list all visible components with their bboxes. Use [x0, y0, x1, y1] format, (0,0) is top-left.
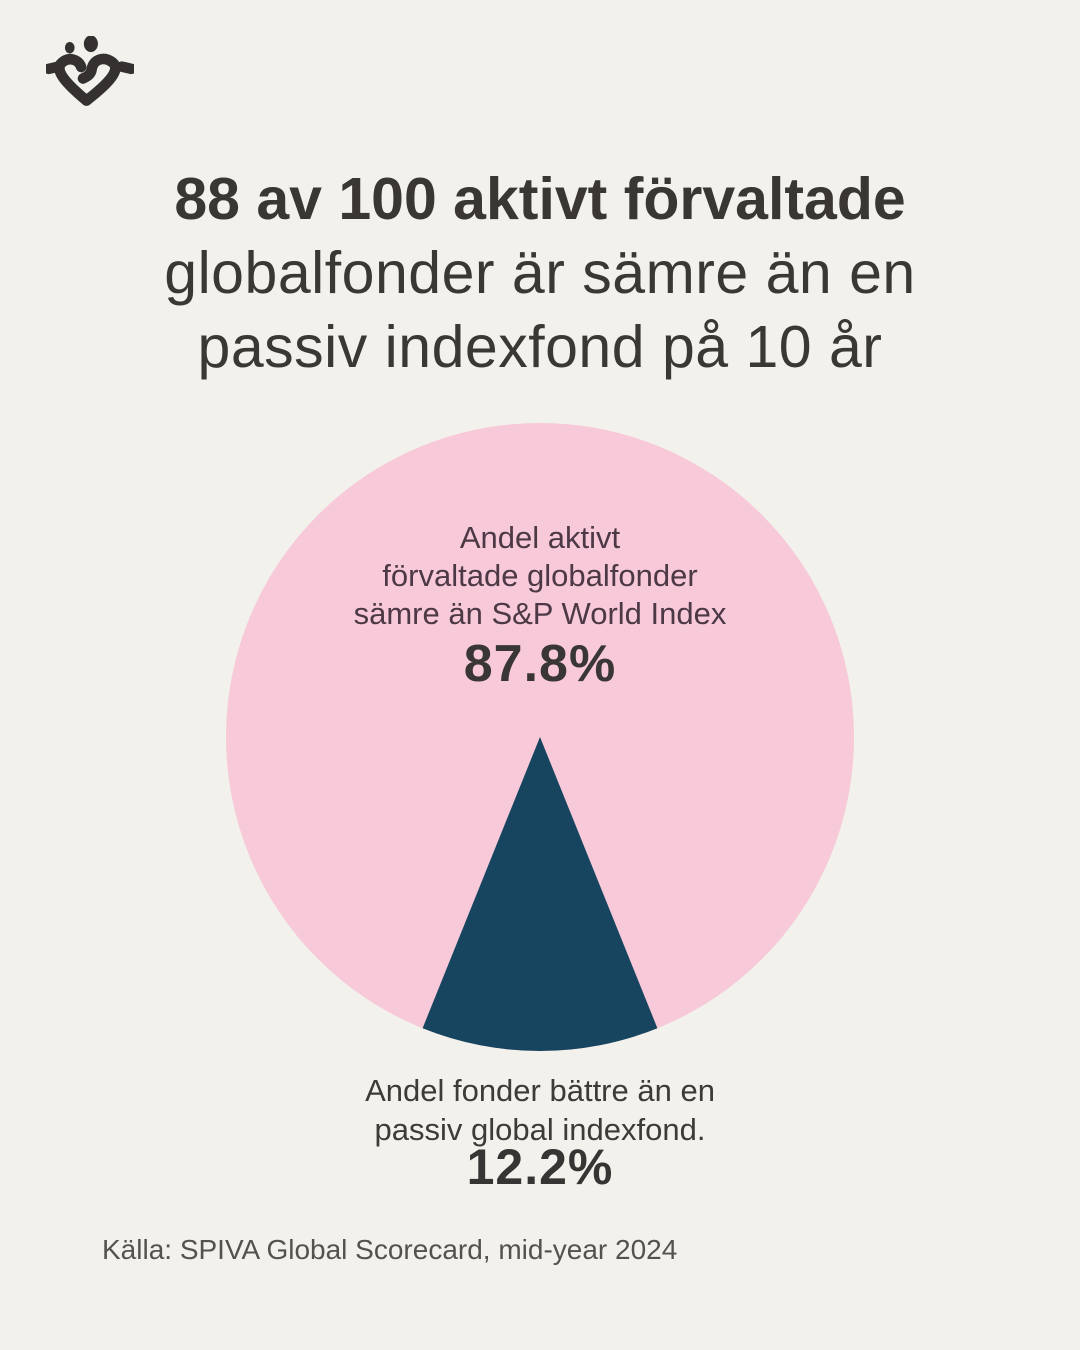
family-heart-logo-icon [46, 36, 134, 106]
logo-right-arm [116, 61, 134, 75]
source-citation: Källa: SPIVA Global Scorecard, mid-year … [102, 1234, 678, 1265]
headline-line-3: passiv indexfond på 10 år [197, 314, 883, 380]
logo-heart-outline [46, 53, 134, 106]
worse-slice-value: 87.8% [463, 635, 617, 693]
pie-slice-better-than-index [422, 737, 658, 1051]
better-slice-label-line-1: Andel fonder bättre än en [365, 1073, 715, 1108]
headline: 88 av 100 aktivt förvaltade globalfonder… [0, 162, 1080, 384]
worse-slice-label-line-1: Andel aktivt [459, 520, 621, 555]
headline-line-1: 88 av 100 aktivt förvaltade [174, 166, 906, 232]
logo-small-head [64, 42, 75, 54]
better-slice-label-line-2: passiv global indexfond. [374, 1112, 706, 1147]
worse-slice-label: Andel aktivt förvaltade globalfonder säm… [190, 519, 890, 633]
logo-left-arm [46, 61, 64, 75]
worse-slice-label-line-3: sämre än S&P World Index [353, 596, 727, 631]
worse-slice-label-line-2: förvaltade globalfonder [382, 558, 698, 593]
logo-large-head [83, 36, 98, 53]
better-slice-label: Andel fonder bättre än en passiv global … [190, 1071, 890, 1149]
better-slice-value: 12.2% [466, 1139, 614, 1195]
pie-chart [226, 423, 854, 1051]
headline-line-2: globalfonder är sämre än en [164, 240, 916, 306]
